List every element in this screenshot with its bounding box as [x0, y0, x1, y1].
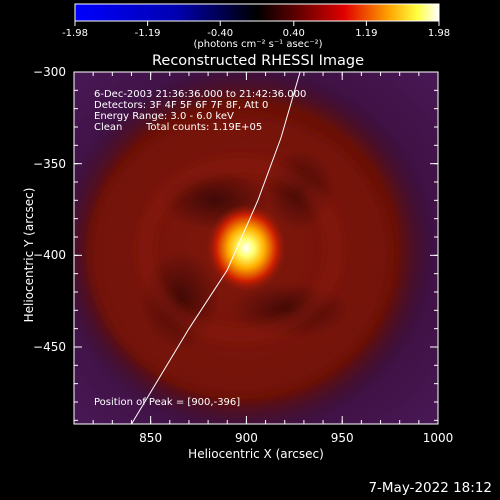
annotation-detectors: Detectors: 3F 4F 5F 6F 7F 8F, Att 0	[94, 100, 269, 111]
y-tick-label: −450	[33, 340, 66, 354]
x-axis-label: Heliocentric X (arcsec)	[188, 447, 324, 461]
axis-tickmarks	[74, 71, 439, 424]
annotation-energy: Energy Range: 3.0 - 6.0 keV	[94, 111, 234, 122]
colorbar-tick-label: 1.19	[355, 28, 378, 39]
colorbar-tickmarks	[74, 21, 440, 26]
annotation-peak: Position of Peak = [900,-396]	[94, 397, 241, 408]
y-axis-label: Heliocentric Y (arcsec)	[22, 187, 36, 323]
x-tick-label: 1000	[422, 431, 454, 445]
footer-date: 7-May-2022 18:12	[368, 480, 492, 496]
colorbar-tick-label: -0.40	[207, 28, 234, 39]
annotation-clean: Clean	[94, 122, 123, 133]
colorbar-units: (photons cm⁻² s⁻¹ asec⁻²)	[193, 39, 323, 50]
colorbar-tick-label: 1.98	[427, 28, 451, 39]
x-tick-label: 850	[139, 431, 163, 445]
colorbar-gradient	[74, 3, 440, 22]
colorbar	[74, 3, 440, 26]
colorbar-tick-label: 0.40	[282, 28, 305, 39]
annotation-time-range: 6-Dec-2003 21:36:36.000 to 21:42:36.000	[94, 89, 307, 100]
colorbar-tick-label: -1.98	[62, 28, 88, 39]
y-tick-label: −400	[33, 248, 66, 263]
x-tick-label: 900	[234, 431, 258, 445]
peak-source	[206, 204, 287, 292]
x-tick-label: 950	[330, 431, 354, 445]
plot-frame	[73, 71, 439, 425]
y-tick-label: −350	[33, 156, 66, 171]
solar-limb-curve	[131, 72, 301, 424]
y-tick-label: −300	[33, 65, 66, 79]
heatmap-image	[74, 72, 438, 424]
colorbar-tick-label: -1.19	[134, 28, 161, 39]
annotation-counts: Total counts: 1.19E+05	[146, 122, 263, 133]
chart-title: Reconstructed RHESSI Image	[151, 53, 364, 69]
